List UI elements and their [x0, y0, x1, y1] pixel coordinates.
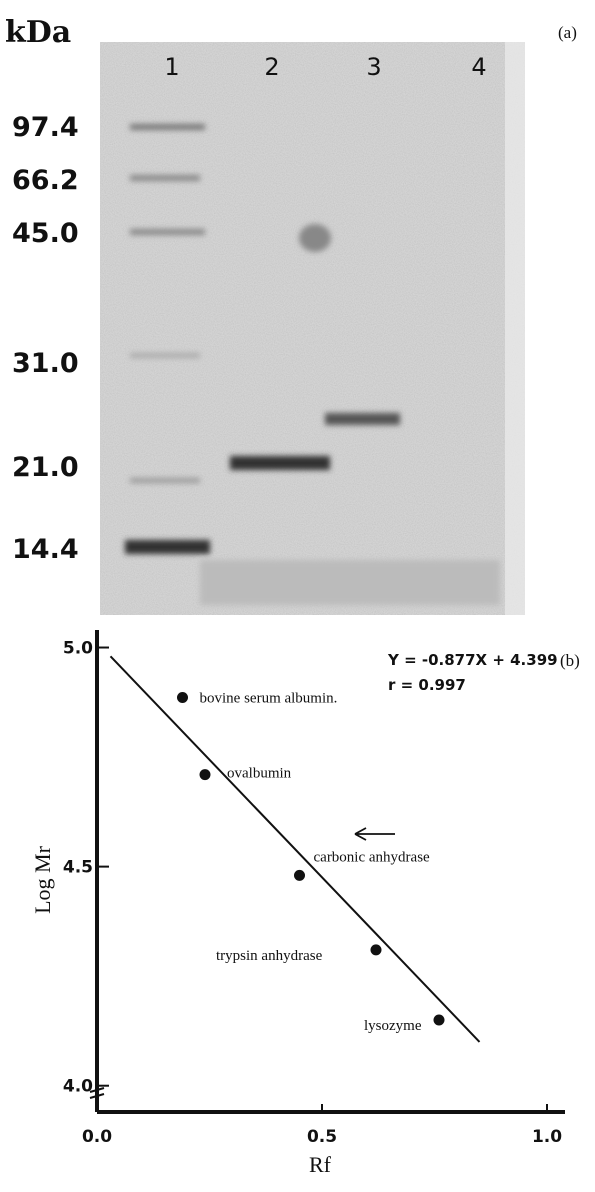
panel-label: (b) — [560, 651, 580, 670]
x-tick-label: 0.5 — [307, 1127, 337, 1147]
data-point — [433, 1014, 445, 1026]
point-label: lysozyme — [364, 1018, 422, 1034]
point-label: bovine serum albumin. — [200, 690, 338, 706]
marker-label: 21.0 — [12, 452, 79, 483]
lane-label: 1 — [164, 53, 179, 81]
arrow — [354, 827, 395, 841]
marker-label: 66.2 — [12, 165, 79, 196]
y-tick-label: 4.5 — [63, 858, 93, 878]
data-point — [370, 944, 382, 956]
unit-label: kDa — [5, 15, 71, 50]
gel-texture — [100, 42, 525, 615]
marker-label: 97.4 — [12, 112, 79, 143]
marker-label: 31.0 — [12, 348, 79, 379]
y-tick-label: 4.0 — [63, 1077, 93, 1097]
x-tick-label: 1.0 — [532, 1127, 562, 1147]
lane-label: 3 — [366, 53, 381, 81]
bands — [125, 124, 500, 605]
y-tick-label: 5.0 — [63, 639, 93, 659]
plot-panel: (b) Y = -0.877X + 4.399 r = 0.997 Rf Log… — [30, 630, 580, 1177]
fit-line — [109, 655, 481, 1043]
point-label: ovalbumin — [227, 766, 292, 782]
marker-label: 14.4 — [12, 534, 79, 565]
panel-label: (a) — [558, 23, 577, 42]
x-tick-label: 0.0 — [82, 1127, 112, 1147]
point-label: carbonic anhydrase — [314, 849, 431, 865]
gel-edge — [505, 42, 525, 615]
data-point — [199, 769, 211, 781]
data-point — [177, 691, 188, 703]
marker-label: 45.0 — [12, 218, 79, 249]
x-axis-label: Rf — [309, 1152, 332, 1177]
equation: Y = -0.877X + 4.399 — [387, 651, 558, 669]
data-point — [294, 869, 305, 881]
gel-panel: kDa (a) 1 2 3 4 97.4 66.2 45.0 31.0 21.0 14.4 — [5, 15, 577, 615]
lane-label: 4 — [471, 53, 486, 81]
correlation: r = 0.997 — [388, 676, 466, 694]
y-axis-label: Log Mr — [30, 845, 55, 914]
point-label: trypsin anhydrase — [216, 948, 323, 964]
lane-label: 2 — [264, 53, 279, 81]
